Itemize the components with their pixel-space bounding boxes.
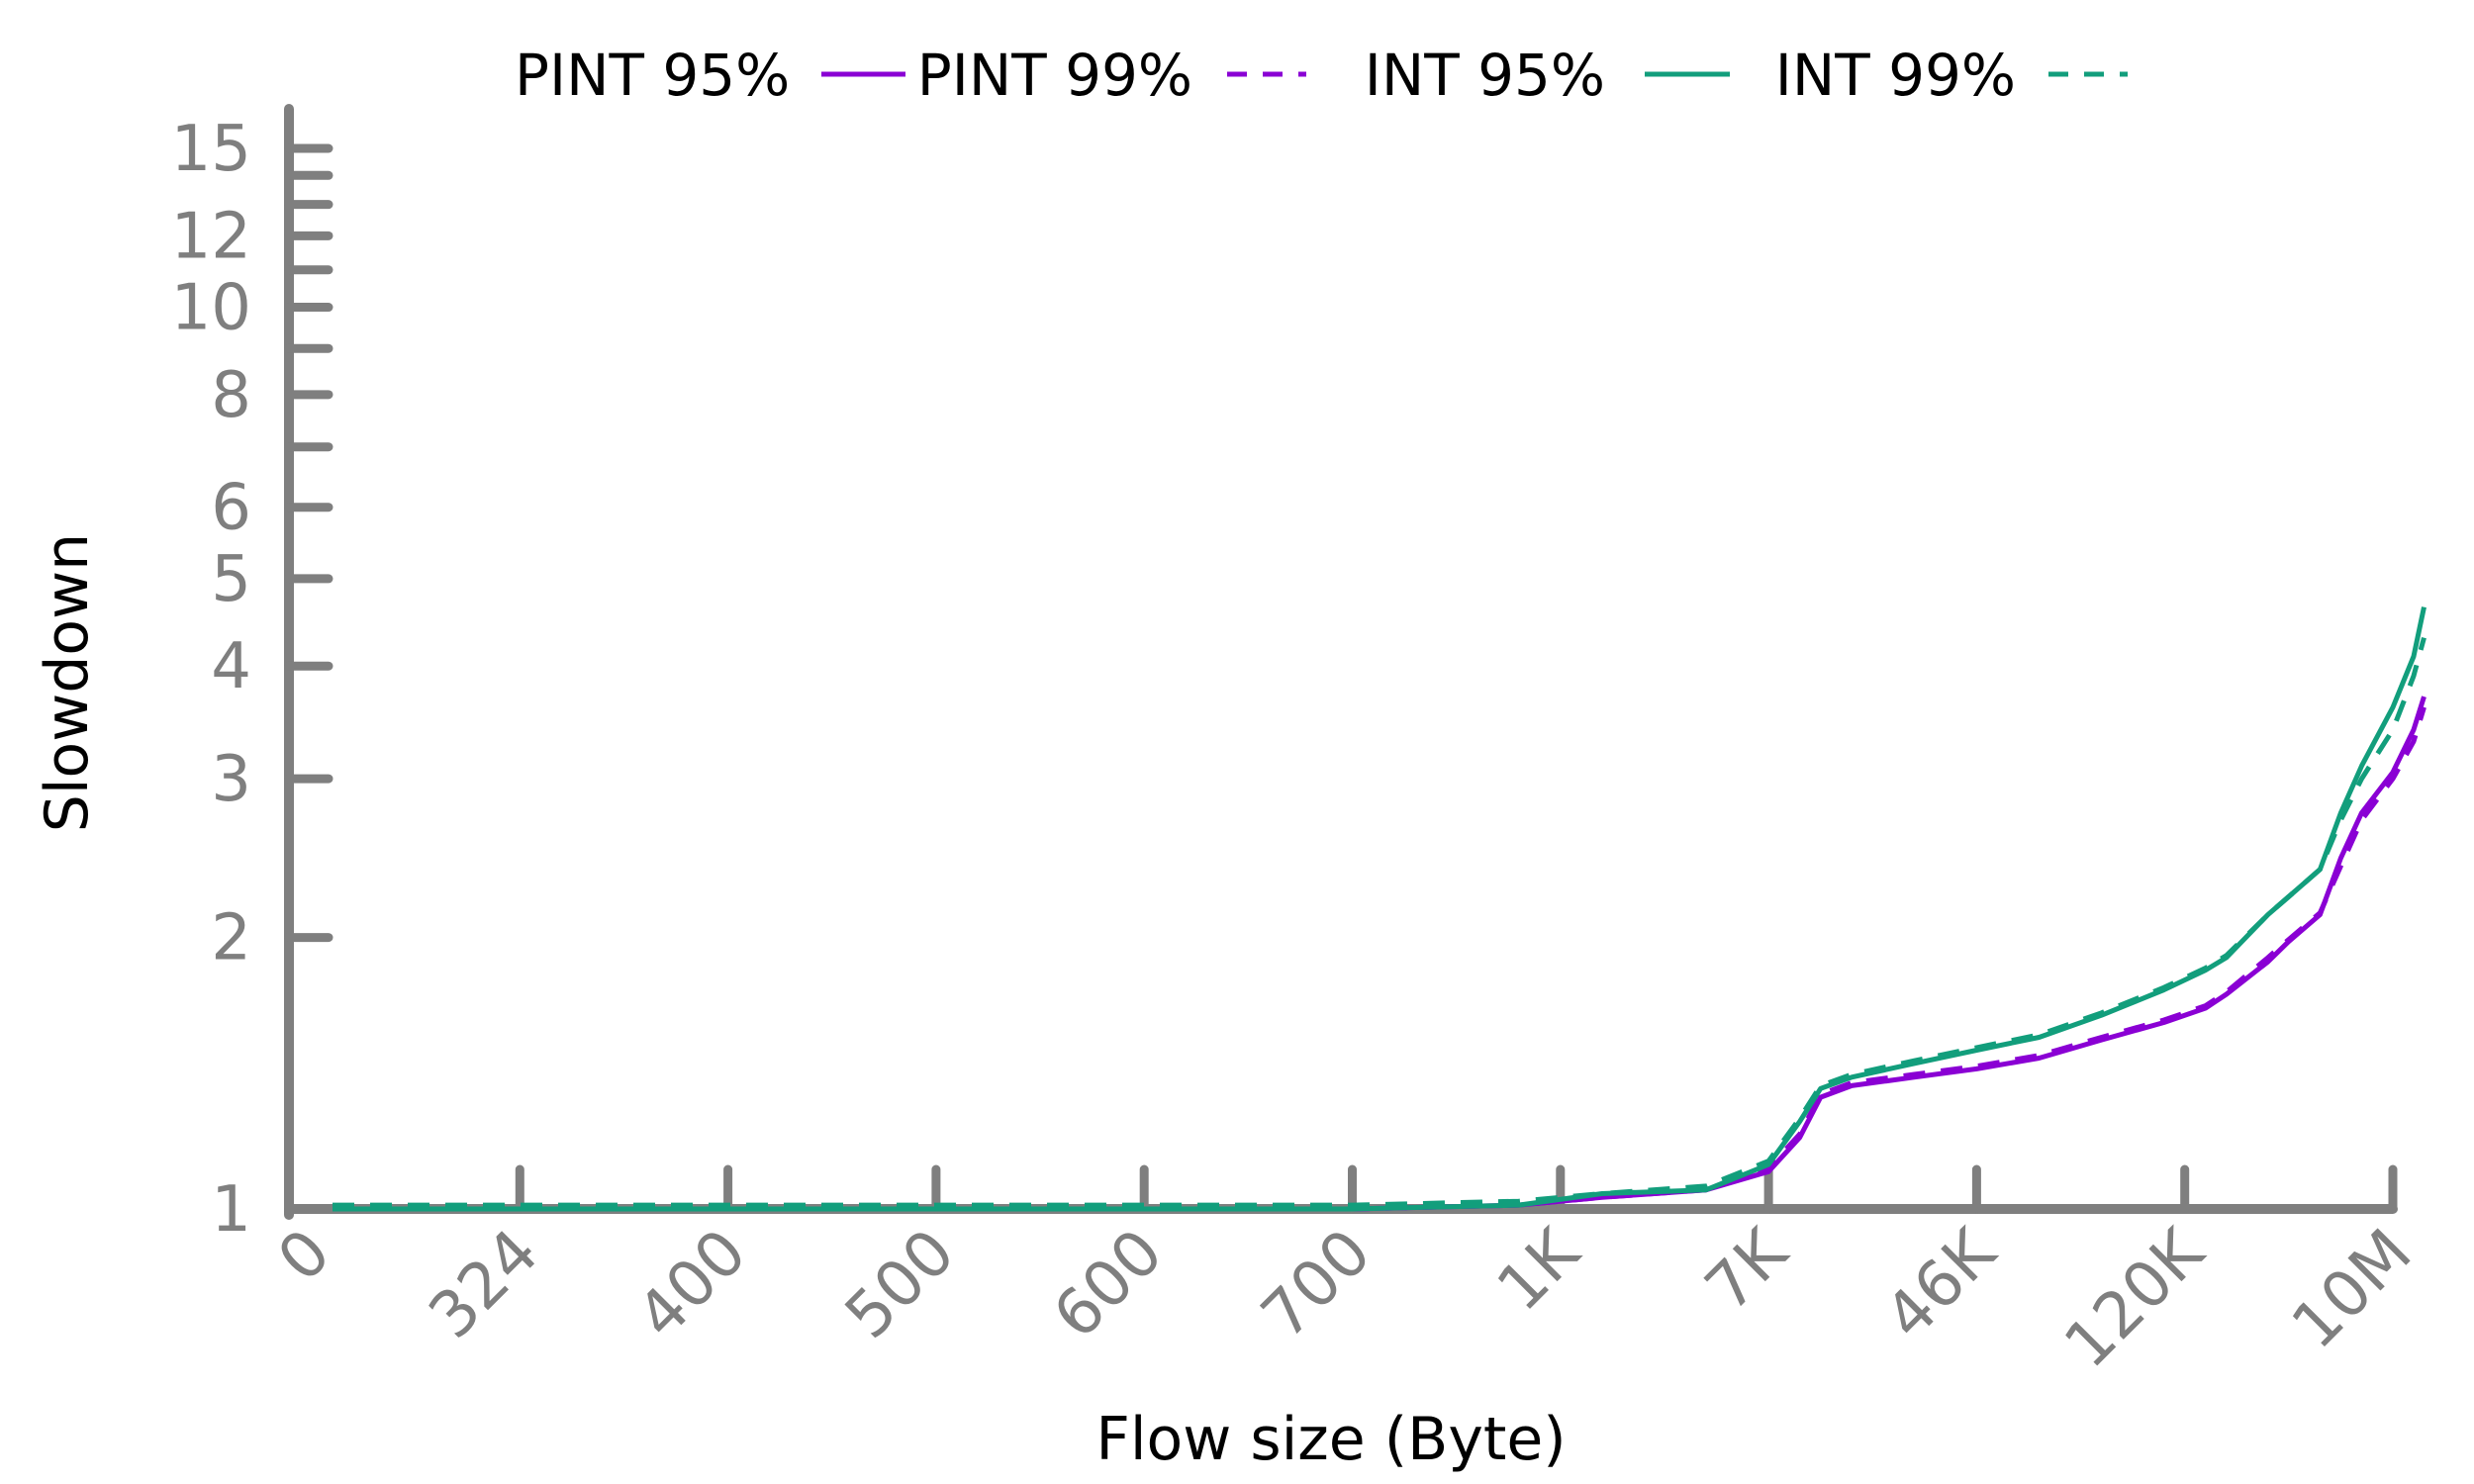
legend-label-int-95: INT 95% bbox=[1365, 42, 1605, 109]
y-tick-label-6: 6 bbox=[211, 472, 251, 545]
series-line-pint-95 bbox=[333, 696, 2426, 1212]
y-tick-label-8: 8 bbox=[211, 359, 251, 432]
x-tick-label-120K: 120K bbox=[2051, 1215, 2220, 1383]
x-tick-label-700: 700 bbox=[1248, 1216, 1385, 1353]
x-axis-title: Flow size (Byte) bbox=[1095, 1405, 1566, 1474]
series-line-pint-99 bbox=[333, 706, 2426, 1212]
y-tick-label-15: 15 bbox=[171, 113, 251, 186]
y-tick-label-1: 1 bbox=[211, 1173, 251, 1247]
y-axis-title: Slowdown bbox=[33, 533, 102, 832]
legend: PINT 95% PINT 99% INT 95% INT 99% bbox=[515, 42, 2128, 109]
legend-label-pint-95: PINT 95% bbox=[515, 42, 790, 109]
y-tick-label-2: 2 bbox=[211, 902, 251, 975]
x-tick-label-600: 600 bbox=[1040, 1216, 1178, 1353]
x-tick-label-500: 500 bbox=[832, 1216, 970, 1353]
y-tick-label-10: 10 bbox=[171, 272, 251, 345]
x-tick-label-1K: 1K bbox=[1483, 1215, 1594, 1326]
y-tick-label-3: 3 bbox=[211, 743, 251, 816]
y-tick-label-12: 12 bbox=[171, 200, 251, 273]
y-tick-label-5: 5 bbox=[211, 543, 251, 616]
legend-label-pint-99: PINT 99% bbox=[917, 42, 1192, 109]
x-tick-label-10M: 10M bbox=[2278, 1216, 2426, 1363]
legend-label-int-99: INT 99% bbox=[1775, 42, 2016, 109]
x-tick-label-46K: 46K bbox=[1871, 1215, 2011, 1354]
x-tick-label-0: 0 bbox=[264, 1216, 344, 1296]
series-line-int-99 bbox=[333, 636, 2426, 1208]
series-lines bbox=[333, 606, 2426, 1212]
x-tick-label-324: 324 bbox=[416, 1216, 553, 1353]
x-tick-label-400: 400 bbox=[623, 1216, 761, 1353]
y-tick-label-4: 4 bbox=[211, 630, 251, 703]
series-line-int-95 bbox=[333, 606, 2426, 1212]
x-axis: 0 324 400 500 600 700 1K 7K 46K 120K 10M bbox=[264, 1164, 2426, 1383]
x-tick-label-7K: 7K bbox=[1692, 1215, 1803, 1326]
